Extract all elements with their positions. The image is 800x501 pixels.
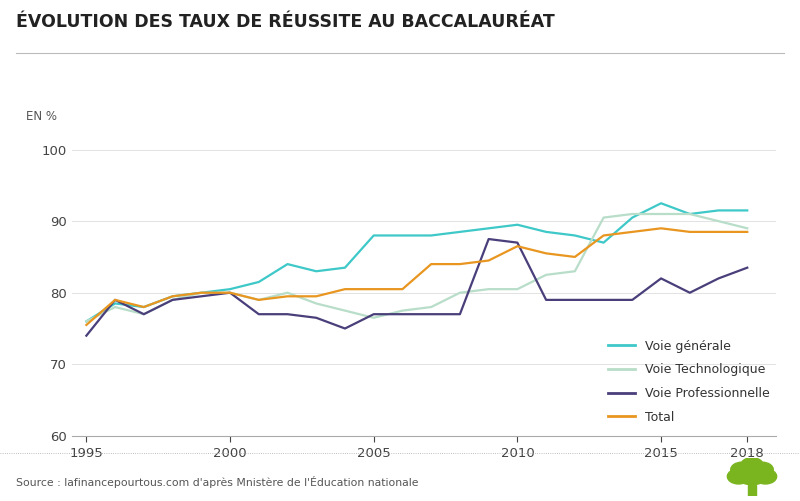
Text: ÉVOLUTION DES TAUX DE RÉUSSITE AU BACCALAURÉAT: ÉVOLUTION DES TAUX DE RÉUSSITE AU BACCAL…: [16, 13, 554, 31]
Circle shape: [727, 469, 750, 484]
Circle shape: [734, 461, 770, 485]
Circle shape: [754, 469, 777, 484]
Circle shape: [741, 458, 763, 473]
Circle shape: [730, 462, 753, 477]
Text: Source : lafinancepourtous.com d'après Mnistère de l'Éducation nationale: Source : lafinancepourtous.com d'après M…: [16, 476, 418, 488]
Bar: [747, 485, 757, 496]
Circle shape: [751, 462, 774, 477]
Text: EN %: EN %: [26, 110, 58, 123]
Legend: Voie générale, Voie Technologique, Voie Professionnelle, Total: Voie générale, Voie Technologique, Voie …: [607, 340, 770, 424]
